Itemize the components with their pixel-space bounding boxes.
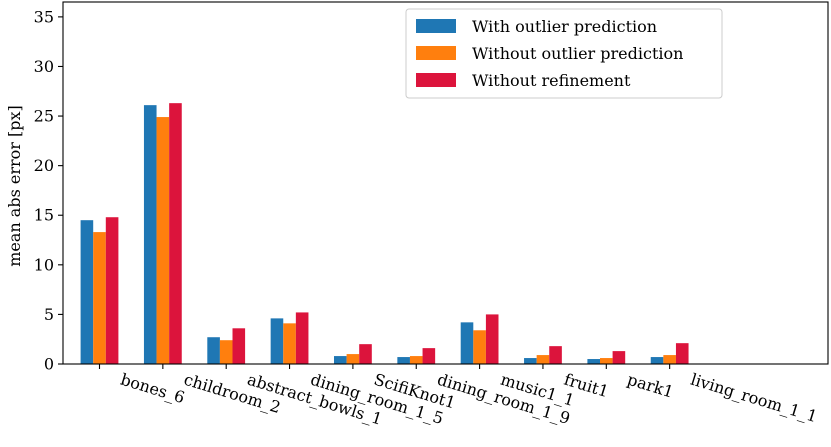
bar-series-2-childroom_2: [156, 117, 170, 364]
bar-series-2-living_room_1_1: [663, 355, 676, 364]
bar-series-3-dining_room_1_9: [422, 348, 436, 364]
legend: With outlier prediction Without outlier p…: [405, 8, 723, 99]
legend-swatch-3: [416, 73, 456, 87]
bar-series-1-park1: [587, 359, 600, 364]
legend-label-3: Without refinement: [472, 71, 631, 90]
axes-frame: [62, 1, 829, 365]
bar-series-2-music1_1: [473, 330, 486, 364]
bar-series-3-childroom_2: [169, 103, 182, 364]
bar-series-2-dining_room_1_5: [283, 323, 296, 364]
bar-series-1-abstract_bowls_1: [207, 337, 220, 364]
bar-series-2-abstract_bowls_1: [219, 340, 233, 364]
bar-series-2-dining_room_1_9: [409, 356, 423, 364]
legend-label-2: Without outlier prediction: [472, 44, 683, 63]
bar-series-2-bones_6: [93, 232, 106, 364]
bar-series-2-ScifiKnot1: [346, 354, 360, 364]
y-tick-label: 15: [34, 206, 54, 225]
bar-series-1-music1_1: [460, 322, 474, 364]
bar-series-2-fruit1: [536, 355, 550, 364]
y-tick-label: 30: [34, 57, 54, 76]
bar-series-3-music1_1: [485, 314, 499, 364]
bar-series-3-dining_room_1_5: [295, 312, 309, 364]
bar-series-1-fruit1: [524, 358, 537, 364]
legend-label-1: With outlier prediction: [472, 17, 657, 36]
y-tick-label: 0: [44, 355, 54, 374]
x-tick-label: living_room_1_1: [688, 370, 819, 427]
legend-box: [405, 8, 723, 99]
bar-series-3-living_room_1_1: [675, 343, 689, 364]
bar-series-1-ScifiKnot1: [334, 356, 347, 364]
y-tick-label: 5: [44, 305, 54, 324]
bar-series-3-bones_6: [105, 217, 119, 364]
y-tick-label: 25: [34, 107, 54, 126]
bar-series-1-living_room_1_1: [650, 357, 664, 364]
y-tick-label: 10: [34, 255, 54, 274]
bar-series-1-bones_6: [80, 220, 94, 364]
bar-series-2-park1: [600, 358, 613, 364]
bar-series-3-abstract_bowls_1: [232, 328, 246, 364]
y-tick-label: 35: [34, 7, 54, 26]
y-axis-label: mean abs error [px]: [5, 105, 24, 267]
bar-series-3-fruit1: [549, 346, 562, 364]
bar-series-1-dining_room_1_5: [270, 318, 284, 364]
legend-swatch-1: [416, 19, 456, 33]
bar-series-1-childroom_2: [143, 105, 157, 365]
bar-series-3-park1: [612, 351, 626, 364]
bar-series-3-ScifiKnot1: [359, 344, 372, 364]
x-tick-label: park1: [625, 370, 676, 402]
bar-series-1-dining_room_1_9: [397, 357, 410, 364]
x-tick-label: bones_6: [118, 370, 187, 407]
y-tick-label: 20: [34, 156, 54, 175]
legend-swatch-2: [416, 46, 456, 60]
